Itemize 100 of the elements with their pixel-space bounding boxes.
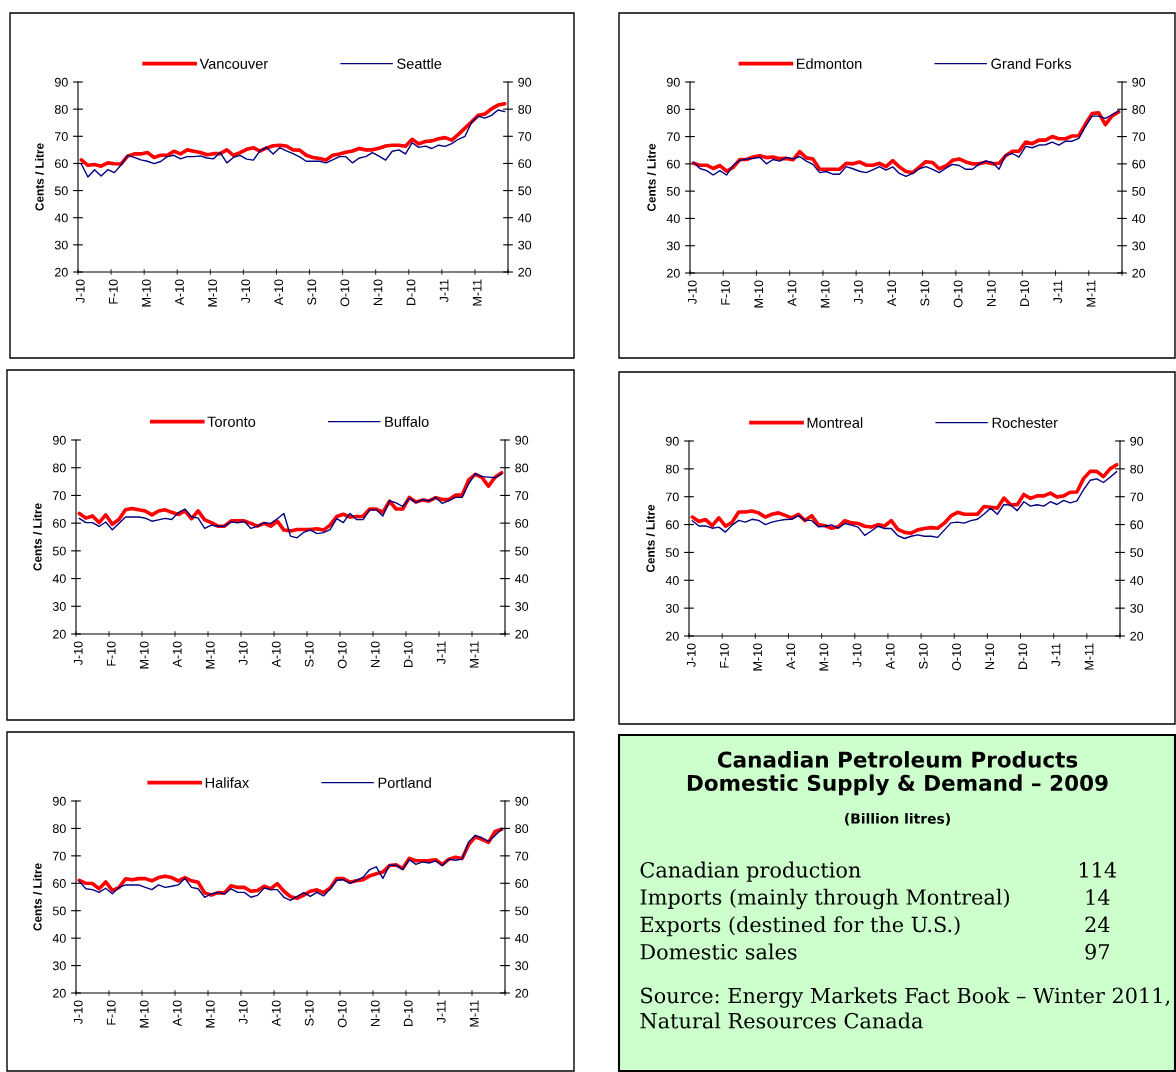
text: Canadian Petroleum Products Domestic Supply & Demand – 2009 <box>687 751 1108 796</box>
y-tick-label: 30 <box>666 241 680 251</box>
x-tick-label: S-10 <box>920 280 930 306</box>
y2-tick-label: 30 <box>1132 241 1146 251</box>
y2-tick-label: 60 <box>1130 520 1144 530</box>
x-tick-label: M-10 <box>139 641 149 669</box>
line-series <box>690 462 1119 536</box>
legend-label: Portland <box>378 777 431 788</box>
text: (Billion litres) <box>845 813 950 826</box>
y-tick-label: 50 <box>665 548 679 558</box>
y2-tick-label: 70 <box>515 851 529 861</box>
y-axis-title: Cents / Litre <box>647 143 656 212</box>
legend-label: Buffalo <box>385 416 429 427</box>
x-tick-label: M-11 <box>469 641 479 668</box>
legend-label: Vancouver <box>199 58 268 69</box>
x-tick-label: S-10 <box>918 643 928 669</box>
x-tick-label: M-10 <box>208 279 217 307</box>
legend-label: Rochester <box>992 417 1058 428</box>
y2-tick-label: 70 <box>518 132 532 141</box>
y-axis-title: Cents / Litre <box>646 504 655 573</box>
y-tick-label: 90 <box>666 77 680 87</box>
x-tick-label: O-10 <box>952 643 961 671</box>
y2-tick-label: 50 <box>515 906 529 916</box>
y2-tick-label: 60 <box>515 879 529 888</box>
line-series <box>79 101 507 168</box>
x-tick-label: J-10 <box>853 280 863 305</box>
y-tick-label: 40 <box>52 574 66 584</box>
x-tick-label: D-10 <box>1020 280 1029 307</box>
legend-label: Montreal <box>807 417 863 428</box>
data-label: 24 <box>1085 916 1110 933</box>
x-tick-label: J-11 <box>1051 643 1061 667</box>
x-tick-label: J-10 <box>852 643 862 668</box>
y2-tick-label: 40 <box>515 574 529 584</box>
x-tick-label: M-11 <box>469 1000 479 1027</box>
category-label: Domestic sales <box>640 943 797 960</box>
y-tick-label: 60 <box>53 518 66 528</box>
x-tick-label: M-10 <box>141 279 151 307</box>
x-tick-label: F-10 <box>721 280 730 305</box>
y2-tick-label: 20 <box>1132 268 1146 278</box>
x-tick-label: F-10 <box>719 643 729 668</box>
x-tick-label: O-10 <box>953 280 963 308</box>
legend-label: Seattle <box>397 58 442 69</box>
y2-tick-label: 40 <box>1132 214 1146 224</box>
y2-tick-label: 90 <box>1132 77 1146 87</box>
x-tick-label: M-10 <box>754 280 764 308</box>
x-tick-label: A-10 <box>271 641 281 668</box>
y-tick-label: 50 <box>52 546 66 556</box>
y-tick-label: 30 <box>54 240 68 250</box>
x-tick-label: N-10 <box>370 1000 380 1027</box>
x-tick-label: M-10 <box>820 280 830 308</box>
y-tick-label: 30 <box>52 602 66 611</box>
data-label: 114 <box>1079 861 1117 878</box>
y-tick-label: 90 <box>52 796 66 806</box>
y-tick-label: 80 <box>52 463 66 473</box>
y2-tick-label: 80 <box>515 824 529 834</box>
x-tick-label: J-10 <box>687 280 697 305</box>
x-tick-label: O-10 <box>340 279 350 307</box>
x-tick-label: J-10 <box>75 279 85 304</box>
y2-tick-label: 30 <box>515 602 529 611</box>
x-tick-label: M-10 <box>819 643 829 671</box>
x-tick-label: J-10 <box>686 643 696 668</box>
y2-tick-label: 70 <box>1132 132 1146 142</box>
y-tick-label: 90 <box>665 436 679 446</box>
x-tick-label: A-10 <box>172 1000 182 1027</box>
x-tick-label: J-11 <box>436 641 446 665</box>
x-tick-label: N-10 <box>985 643 995 670</box>
y2-tick-label: 50 <box>518 186 532 196</box>
y-tick-label: 50 <box>666 186 680 196</box>
y-tick-label: 40 <box>665 576 679 585</box>
y-tick-label: 80 <box>666 105 680 114</box>
y2-tick-label: 90 <box>1130 436 1144 446</box>
line-series <box>80 109 506 178</box>
line-series <box>691 470 1118 540</box>
x-tick-label: J-11 <box>1053 280 1063 304</box>
y-tick-label: 60 <box>53 879 66 888</box>
y-axis-title: Cents / Litre <box>33 863 42 931</box>
x-tick-label: J-10 <box>238 1000 248 1025</box>
y-tick-label: 70 <box>53 491 66 501</box>
x-tick-label: M-10 <box>205 1000 215 1028</box>
x-tick-label: D-10 <box>403 1000 413 1027</box>
y-tick-label: 50 <box>54 186 68 196</box>
x-tick-label: O-10 <box>337 1000 347 1028</box>
y-tick-label: 20 <box>55 267 68 277</box>
x-tick-label: J-10 <box>73 641 83 666</box>
y2-tick-label: 80 <box>1130 464 1144 474</box>
x-tick-label: M-10 <box>205 641 215 669</box>
y2-tick-label: 20 <box>515 629 529 639</box>
y-tick-label: 70 <box>666 492 679 502</box>
category-label: Imports (mainly through Montreal) <box>640 888 1009 910</box>
y2-tick-label: 50 <box>1132 186 1146 196</box>
x-tick-label: A-10 <box>887 280 897 307</box>
y-tick-label: 40 <box>52 933 66 943</box>
y-tick-label: 20 <box>666 631 679 641</box>
y2-tick-label: 90 <box>515 796 529 806</box>
x-tick-label: D-10 <box>406 279 416 306</box>
y2-tick-label: 20 <box>1130 631 1144 641</box>
y2-tick-label: 90 <box>515 435 529 445</box>
x-tick-label: A-10 <box>885 643 895 670</box>
legend-label: Grand Forks <box>991 58 1072 69</box>
x-tick-label: S-10 <box>304 641 314 667</box>
